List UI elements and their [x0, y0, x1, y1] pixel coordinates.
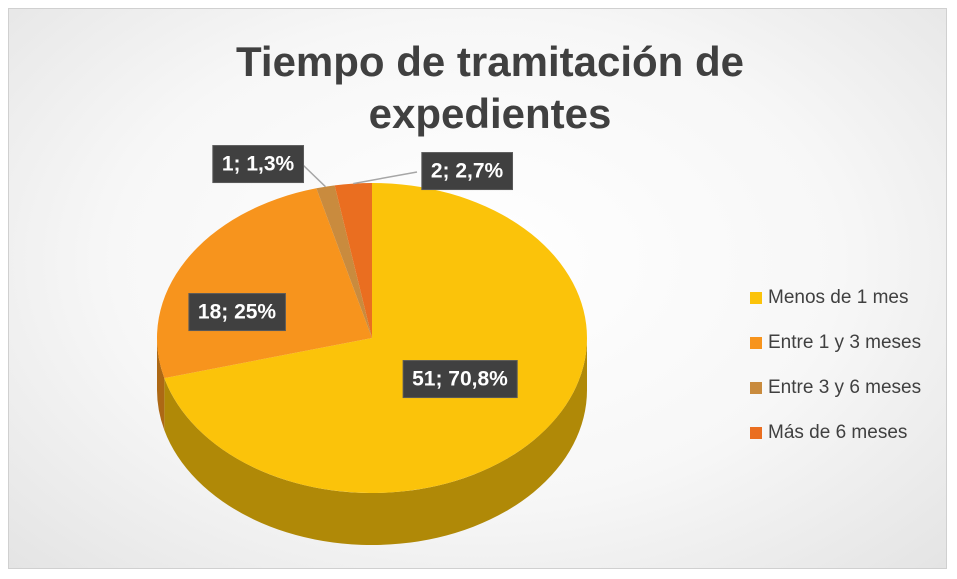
- data-label: 51; 70,8%: [412, 368, 508, 391]
- legend-label: Menos de 1 mes: [768, 287, 908, 308]
- legend-swatch: [750, 337, 762, 349]
- legend-label: Entre 3 y 6 meses: [768, 377, 921, 398]
- data-label-box: [421, 152, 514, 191]
- data-label-box: [188, 293, 286, 332]
- legend-swatch: [750, 292, 762, 304]
- leader-line: [353, 171, 418, 185]
- data-label: 1; 1,3%: [222, 153, 295, 176]
- data-label-box: [402, 360, 518, 399]
- leader-line: [302, 164, 326, 188]
- pie-side: [164, 338, 588, 545]
- pie-slice: [334, 183, 372, 338]
- legend-label: Entre 1 y 3 meses: [768, 332, 921, 353]
- data-label-box: [212, 145, 305, 184]
- data-label: 2; 2,7%: [431, 160, 504, 183]
- legend-swatch: [750, 427, 762, 439]
- legend-label: Más de 6 meses: [768, 422, 907, 443]
- pie-slice: [316, 185, 372, 338]
- legend-swatch: [750, 382, 762, 394]
- data-label: 18; 25%: [198, 301, 277, 324]
- pie-slice: [164, 183, 588, 493]
- chart-title: Tiempo de tramitación de expedientes: [236, 38, 744, 137]
- pie-side: [157, 338, 165, 431]
